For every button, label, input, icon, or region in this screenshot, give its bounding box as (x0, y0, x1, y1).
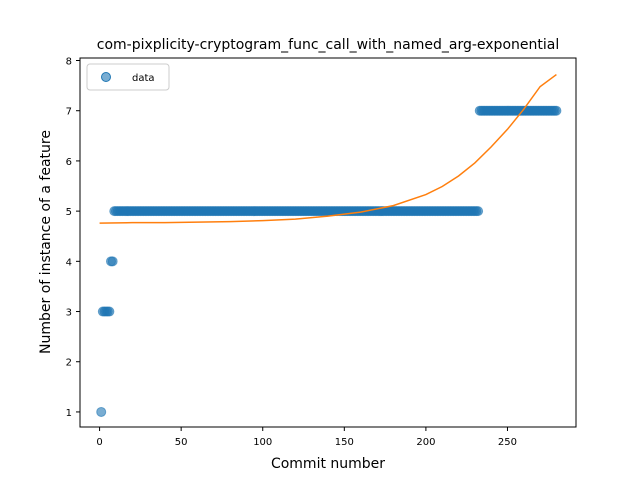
x-tick-label: 50 (175, 437, 188, 448)
y-axis-label: Number of instance of a feature (38, 130, 54, 354)
x-tick-label: 0 (96, 437, 102, 448)
legend: data (86, 63, 170, 91)
y-tick-label: 6 (66, 157, 72, 168)
y-tick-label: 5 (66, 207, 72, 218)
y-tick-label: 3 (66, 308, 72, 319)
legend-label-data: data (132, 73, 155, 84)
x-tick-label: 200 (416, 437, 435, 448)
data-point (104, 306, 115, 317)
fit-line (99, 73, 557, 224)
y-tick-label: 1 (66, 408, 72, 419)
x-tick-label: 250 (498, 437, 517, 448)
y-tick-label: 7 (66, 107, 72, 118)
x-tick-label: 100 (253, 437, 272, 448)
y-tick-label: 4 (66, 257, 72, 268)
legend-marker-data (101, 72, 111, 82)
x-axis-label: Commit number (271, 456, 385, 472)
y-axis-ticks: 1 2 3 4 5 6 7 8 (66, 57, 80, 419)
x-axis-ticks: 0 50 100 150 200 250 (96, 427, 517, 448)
x-tick-label: 150 (335, 437, 354, 448)
y-tick-label: 8 (66, 57, 72, 68)
data-point (473, 206, 484, 217)
data-point (96, 406, 107, 417)
plot-frame (79, 57, 577, 428)
data-point (551, 105, 562, 116)
plot-area (96, 73, 562, 417)
y-tick-label: 2 (66, 358, 72, 369)
legend-box (86, 63, 170, 91)
data-point (107, 256, 118, 267)
chart-title: com-pixplicity-cryptogram_func_call_with… (97, 37, 559, 53)
